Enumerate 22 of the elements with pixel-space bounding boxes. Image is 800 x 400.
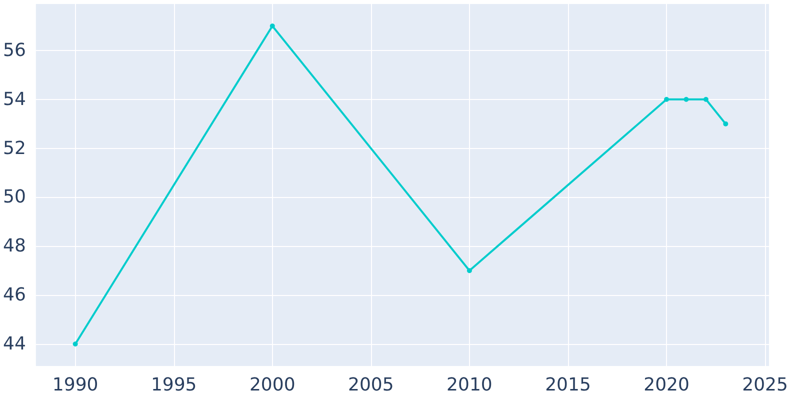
y-tick-label: 46 xyxy=(3,284,26,306)
x-tick-label: 2000 xyxy=(249,374,296,396)
x-tick-label: 1990 xyxy=(52,374,98,396)
y-tick-label: 56 xyxy=(3,40,26,61)
point xyxy=(270,24,275,29)
x-tick-label: 2010 xyxy=(446,374,492,396)
y-tick-label: 52 xyxy=(3,138,26,159)
point xyxy=(684,96,689,102)
point xyxy=(72,341,78,346)
point xyxy=(703,96,708,102)
x-tick-label: 2015 xyxy=(545,374,591,396)
point xyxy=(723,121,728,126)
x-tick-label: 2020 xyxy=(644,374,690,396)
x-tick-label: 2025 xyxy=(742,374,788,396)
x-tick-label: 1995 xyxy=(150,374,197,396)
y-tick-label: 50 xyxy=(3,186,26,208)
y-tick-label: 54 xyxy=(3,88,26,110)
y-tick-label: 44 xyxy=(3,333,26,354)
point xyxy=(664,96,670,102)
x-tick-label: 2005 xyxy=(348,374,394,396)
y-tick-label: 48 xyxy=(3,236,26,257)
point xyxy=(466,268,472,274)
